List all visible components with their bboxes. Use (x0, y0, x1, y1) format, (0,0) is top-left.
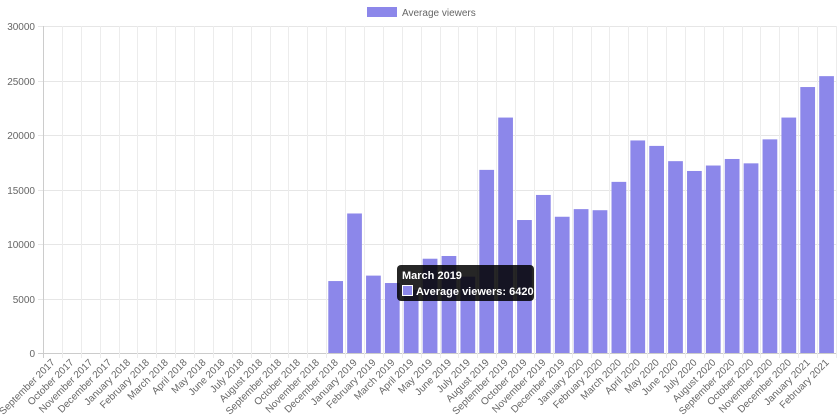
bar[interactable] (366, 275, 381, 353)
bar[interactable] (498, 117, 513, 353)
legend[interactable]: Average viewers (367, 7, 476, 19)
y-tick-label: 20000 (7, 131, 35, 142)
bar[interactable] (743, 163, 759, 353)
bar[interactable] (479, 169, 495, 353)
y-tick-label: 0 (29, 349, 35, 360)
bar[interactable] (687, 170, 702, 353)
bar[interactable] (403, 289, 419, 353)
bar[interactable] (705, 165, 721, 353)
y-tick-label: 30000 (7, 22, 35, 33)
bar[interactable] (573, 209, 589, 353)
bar[interactable] (347, 213, 362, 353)
bar[interactable] (819, 76, 834, 353)
bar[interactable] (762, 139, 778, 353)
bar[interactable] (554, 216, 570, 353)
bars (328, 76, 834, 353)
bar[interactable] (611, 181, 627, 353)
bar[interactable] (649, 145, 664, 353)
bar[interactable] (800, 87, 816, 353)
bar[interactable] (592, 210, 608, 353)
legend-label: Average viewers (402, 8, 476, 19)
bar[interactable] (724, 158, 740, 353)
legend-swatch (367, 7, 397, 17)
bar[interactable] (384, 283, 400, 353)
y-axis-labels: 0 5000 10000 15000 20000 25000 30000 (7, 22, 35, 360)
y-tick-label: 25000 (7, 77, 35, 88)
y-tick-label: 5000 (13, 295, 36, 306)
tooltip-label: Average viewers: 6420 (416, 286, 534, 298)
tooltip-swatch (403, 286, 412, 295)
grid (38, 26, 837, 358)
tooltip-background (397, 265, 534, 301)
bar[interactable] (328, 281, 344, 353)
tooltip-title: March 2019 (402, 270, 462, 282)
bar[interactable] (630, 140, 646, 353)
bar[interactable] (781, 117, 797, 353)
y-tick-label: 15000 (7, 186, 35, 197)
tooltip: March 2019 Average viewers: 6420 (397, 265, 534, 301)
bar[interactable] (535, 194, 551, 353)
y-tick-label: 10000 (7, 240, 35, 251)
bar[interactable] (668, 161, 683, 353)
